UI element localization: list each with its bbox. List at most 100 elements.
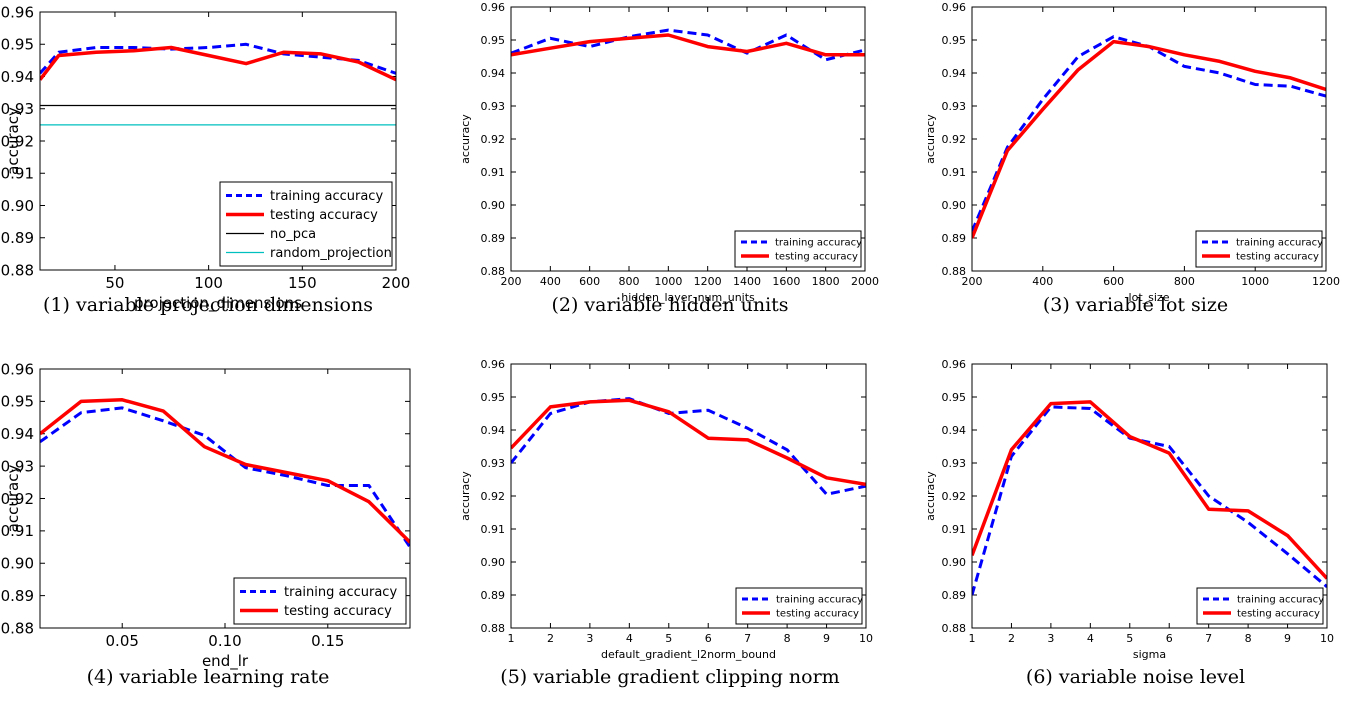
y-tick-label: 0.88: [481, 265, 506, 278]
x-tick-label: 10: [1320, 632, 1334, 645]
legend-label: testing accuracy: [1237, 609, 1320, 620]
x-tick-label: 6: [1166, 632, 1173, 645]
y-tick-label: 0.91: [1, 165, 34, 183]
x-tick-label: 7: [744, 632, 751, 645]
series-line-training-accuracy: [511, 397, 866, 496]
plot-frame: [510, 363, 867, 629]
y-tick-label: 0.90: [942, 556, 967, 569]
y-tick-label: 0.90: [1, 555, 34, 573]
x-tick-label: 1200: [694, 275, 722, 288]
x-axis-label: default_gradient_l2norm_bound: [601, 648, 776, 661]
legend: training accuracy testing accuracy: [1196, 587, 1324, 625]
y-tick-label: 0.91: [942, 523, 967, 536]
panel-hidden-units: 0.88 0.89 0.90 0.91 0.92 0.93 0.94 0.95 0.96 200 4…: [455, 0, 879, 304]
y-tick-label: 0.89: [481, 589, 506, 602]
x-tick-label: 3: [1047, 632, 1054, 645]
y-tick-label: 0.90: [1, 197, 34, 215]
panel-learning-rate: 0.88 0.89 0.90 0.91 0.92 0.93 0.94 0.95 0.96 0.05…: [0, 355, 411, 671]
y-tick-label: 0.93: [1, 100, 34, 118]
y-tick-label: 0.93: [1, 457, 34, 475]
y-tick-label: 0.90: [942, 199, 967, 212]
caption: (4) variable learning rate: [86, 666, 330, 688]
x-tick-label: 1: [969, 632, 976, 645]
x-tick-label: 2: [547, 632, 554, 645]
x-tick-label: 200: [382, 274, 411, 292]
x-tick-label: 0.15: [311, 632, 344, 650]
series-line-training-accuracy: [972, 405, 1327, 596]
x-tick-label: 6: [705, 632, 712, 645]
x-tick-label: 8: [1245, 632, 1252, 645]
x-tick-label: 7: [1205, 632, 1212, 645]
series-line-testing-accuracy: [511, 398, 866, 487]
x-tick-label: 4: [626, 632, 633, 645]
y-axis-label: accuracy: [459, 471, 472, 521]
legend-label: random_projection: [270, 246, 392, 261]
caption: (6) variable noise level: [1025, 666, 1246, 688]
y-axis-label: accuracy: [924, 471, 937, 521]
x-tick-label: 5: [1126, 632, 1133, 645]
y-tick-label: 0.96: [481, 1, 506, 14]
plot-frame: [39, 368, 411, 629]
chart-svg: 0.88 0.89 0.90 0.91 0.92 0.93 0.94 0.95 0.96 50 10…: [1, 3, 411, 313]
legend-label: training accuracy: [1236, 238, 1323, 249]
x-tick-label: 10: [859, 632, 873, 645]
chart-svg: 0.88 0.89 0.90 0.91 0.92 0.93 0.94 0.95 0.96 200 4…: [459, 1, 879, 304]
y-axis-label: accuracy: [4, 107, 22, 175]
chart-svg: 0.88 0.89 0.90 0.91 0.92 0.93 0.94 0.95 0.96 0.05…: [1, 360, 411, 671]
y-tick-label: 0.95: [942, 391, 967, 404]
y-tick-label: 0.94: [942, 67, 967, 80]
y-axis-label: accuracy: [924, 114, 937, 164]
legend-label: training accuracy: [284, 585, 397, 600]
legend: training accuracy testing accuracy: [233, 577, 407, 625]
x-tick-label: 8: [784, 632, 791, 645]
x-axis-label: projection_dimensions: [134, 294, 302, 313]
series-line-testing-accuracy: [972, 400, 1327, 580]
legend: training accuracy testing accuracy no_pcar…: [219, 181, 393, 267]
y-tick-label: 0.88: [1, 261, 34, 279]
x-tick-label: 0.05: [106, 632, 139, 650]
caption: (2) variable hidden units: [551, 294, 789, 316]
y-tick-label: 0.96: [1, 3, 34, 21]
x-tick-label: 3: [586, 632, 593, 645]
legend-label: training accuracy: [1237, 595, 1324, 606]
y-tick-label: 0.94: [481, 424, 506, 437]
caption: (5) variable gradient clipping norm: [500, 666, 840, 688]
plot-frame: [39, 11, 397, 271]
x-tick-label: 1800: [812, 275, 840, 288]
x-tick-label: 150: [288, 274, 317, 292]
chart-svg: 0.88 0.89 0.90 0.91 0.92 0.93 0.94 0.95 0.96 1 2 3 4…: [924, 358, 1334, 661]
legend-label: testing accuracy: [1236, 252, 1319, 263]
x-axis-label: sigma: [1133, 648, 1166, 661]
y-tick-label: 0.95: [942, 34, 967, 47]
x-tick-label: 2000: [851, 275, 879, 288]
x-tick-label: 600: [579, 275, 600, 288]
y-tick-label: 0.94: [942, 424, 967, 437]
x-tick-label: 1000: [654, 275, 682, 288]
legend: training accuracy testing accuracy: [735, 587, 863, 625]
y-tick-label: 0.90: [481, 199, 506, 212]
y-tick-label: 0.88: [942, 265, 967, 278]
series-line-training-accuracy: [40, 406, 410, 548]
y-tick-label: 0.96: [942, 1, 967, 14]
y-tick-label: 0.93: [481, 100, 506, 113]
x-tick-label: 1600: [772, 275, 800, 288]
chart-svg: 0.88 0.89 0.90 0.91 0.92 0.93 0.94 0.95 0.96 200 4…: [924, 1, 1340, 304]
legend-label: testing accuracy: [270, 208, 378, 223]
x-tick-label: 800: [619, 275, 640, 288]
x-tick-label: 200: [501, 275, 522, 288]
legend-label: no_pca: [270, 227, 316, 242]
panel-lot-size: 0.88 0.89 0.90 0.91 0.92 0.93 0.94 0.95 0.96 200 4…: [920, 0, 1351, 304]
y-tick-label: 0.88: [942, 622, 967, 635]
plot-frame: [510, 6, 866, 272]
y-tick-label: 0.91: [1, 522, 34, 540]
x-tick-label: 5: [665, 632, 672, 645]
series-line-testing-accuracy: [40, 398, 410, 544]
y-tick-label: 0.93: [481, 457, 506, 470]
y-tick-label: 0.92: [942, 133, 967, 146]
y-tick-label: 0.95: [481, 34, 506, 47]
x-tick-label: 800: [1174, 275, 1195, 288]
legend-label: testing accuracy: [775, 252, 858, 263]
y-axis-label: accuracy: [4, 465, 22, 533]
y-tick-label: 0.92: [942, 490, 967, 503]
y-tick-label: 0.89: [1, 587, 34, 605]
